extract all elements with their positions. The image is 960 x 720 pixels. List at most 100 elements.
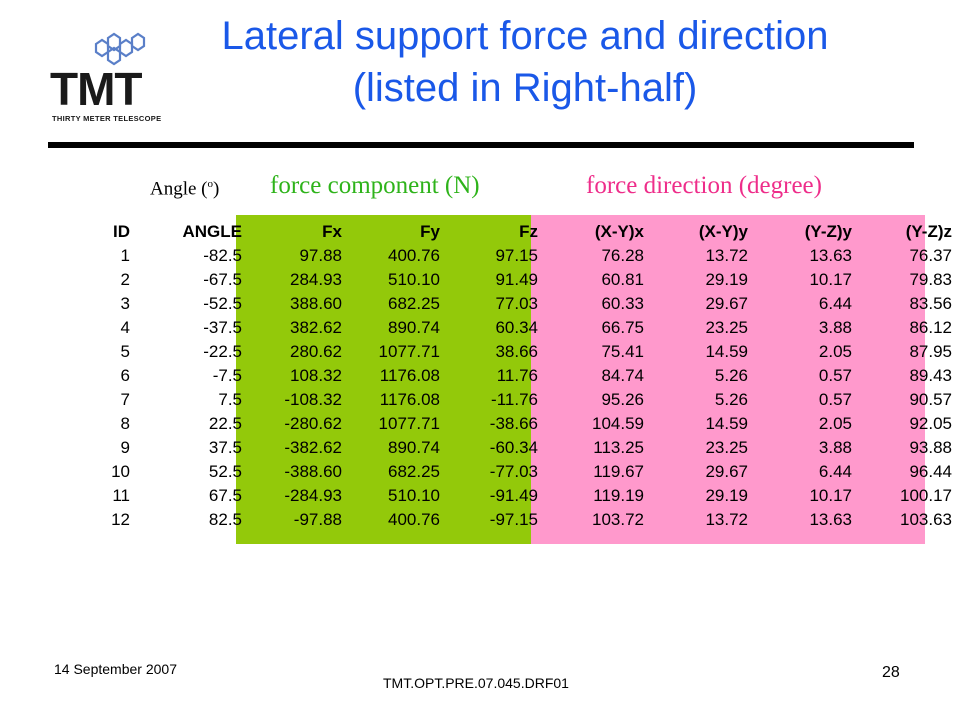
table-cell: 682.25 (388, 462, 440, 481)
table-cell: 11 (112, 486, 130, 505)
table-cell: 1077.71 (378, 414, 440, 433)
table-cell: 1176.08 (379, 390, 440, 409)
table-cell: 89.43 (909, 366, 952, 385)
table-cell: 60.81 (601, 270, 644, 289)
column-header: ID (113, 222, 130, 241)
table-cell: 95.26 (601, 390, 644, 409)
table-cell: 93.88 (909, 438, 952, 457)
table-row: 9 37.5 -382.62 890.74 -60.34 113.25 23.25 3.88 9… (96, 436, 958, 460)
table-cell: 77.03 (495, 294, 538, 313)
table-cell: 6 (120, 366, 130, 385)
table-cell: -77.03 (489, 462, 538, 481)
table-cell: 91.49 (495, 270, 538, 289)
table-cell: 103.72 (592, 510, 644, 529)
table-cell: 1 (120, 246, 130, 265)
table-cell: 2.05 (818, 342, 852, 361)
force-component-header: force component (N) (270, 172, 480, 199)
table-cell: 11.76 (496, 366, 538, 385)
table-cell: 682.25 (388, 294, 440, 313)
table-cell: 9 (120, 438, 130, 457)
column-header: (Y-Z)y (804, 222, 852, 241)
table-cell: 388.60 (290, 294, 342, 313)
table-cell: 29.19 (705, 486, 748, 505)
table-cell: 510.10 (388, 270, 440, 289)
table-cell: 890.74 (388, 318, 440, 337)
table-row: 12 82.5 -97.88 400.76 -97.15 103.72 13.72 13.63… (96, 508, 958, 532)
table-cell: 29.19 (705, 270, 748, 289)
table-row: 7 7.5 -108.32 1176.08 -11.76 95.26 5.26 0.57 90.… (96, 388, 958, 412)
table-cell: -382.62 (284, 438, 342, 457)
column-header: Fz (519, 222, 538, 241)
table-cell: 280.62 (290, 342, 342, 361)
table-cell: 97.88 (299, 246, 342, 265)
table-cell: 5.26 (714, 366, 748, 385)
column-header: (Y-Z)z (905, 222, 952, 241)
footer-date: 14 September 2007 (54, 661, 177, 677)
table-cell: 60.34 (495, 318, 538, 337)
table-cell: 104.59 (592, 414, 644, 433)
page-number: 28 (882, 664, 900, 681)
table-cell: 96.44 (909, 462, 952, 481)
table-cell: -60.34 (489, 438, 538, 457)
table-cell: 75.41 (601, 342, 644, 361)
table-cell: 0.57 (818, 390, 852, 409)
table-cell: 400.76 (388, 510, 440, 529)
table-cell: 119.19 (593, 486, 644, 505)
table-cell: 82.5 (208, 510, 242, 529)
table-cell: 38.66 (495, 342, 538, 361)
table-cell: 29.67 (705, 462, 748, 481)
logo-subtitle: THIRTY METER TELESCOPE (52, 114, 162, 123)
column-header: Fy (420, 222, 440, 241)
table-cell: 3.88 (818, 438, 852, 457)
table-cell: 6.44 (818, 462, 852, 481)
table-cell: 1077.71 (378, 342, 440, 361)
table-cell: 86.12 (909, 318, 952, 337)
table-row: 2 -67.5 284.93 510.10 91.49 60.81 29.19 10.17 79… (96, 268, 958, 292)
table-cell: 10.17 (809, 486, 852, 505)
table-cell: -38.66 (489, 414, 538, 433)
table-cell: 13.63 (809, 510, 852, 529)
table-cell: 90.57 (909, 390, 952, 409)
table-cell: 10.17 (809, 270, 852, 289)
table-cell: 13.63 (809, 246, 852, 265)
table-cell: 10 (111, 462, 130, 481)
table-cell: 8 (120, 414, 130, 433)
table-cell: 510.10 (388, 486, 440, 505)
column-header: Fx (322, 222, 342, 241)
table-cell: 66.75 (601, 318, 644, 337)
table-cell: -11.76 (491, 390, 538, 409)
table-cell: 76.28 (601, 246, 644, 265)
table-cell: 14.59 (705, 342, 748, 361)
table-header-row: ID ANGLE Fx Fy Fz (X-Y)x (X-Y)y (Y-Z)y (Y-Z)z (96, 220, 958, 244)
table-cell: 1176.08 (379, 366, 440, 385)
table-cell: 83.56 (909, 294, 952, 313)
table-cell: 284.93 (290, 270, 342, 289)
slide-title-line2: (listed in Right-half) (352, 66, 698, 110)
table-cell: -388.60 (284, 462, 342, 481)
table-cell: -280.62 (284, 414, 342, 433)
table-cell: 0.57 (818, 366, 852, 385)
column-header: (X-Y)y (698, 222, 748, 241)
table-cell: 67.5 (208, 486, 242, 505)
column-header: (X-Y)x (594, 222, 644, 241)
lateral-support-table: ID ANGLE Fx Fy Fz (X-Y)x (X-Y)y (Y-Z)y (Y-Z)z 1 -… (96, 220, 958, 532)
table-cell: -22.5 (203, 342, 242, 361)
table-cell: 87.95 (909, 342, 952, 361)
table-cell: 13.72 (705, 510, 748, 529)
table-cell: 12 (111, 510, 130, 529)
table-cell: -7.5 (212, 366, 242, 385)
column-header: ANGLE (182, 222, 243, 241)
table-cell: 100.17 (900, 486, 952, 505)
angle-unit: o (207, 178, 214, 190)
logo-wordmark: TMT (50, 63, 143, 115)
table-cell: -52.5 (203, 294, 242, 313)
table-row: 4 -37.5 382.62 890.74 60.34 66.75 23.25 3.88 86.… (96, 316, 958, 340)
title-divider (48, 142, 914, 148)
table-cell: 119.67 (593, 462, 644, 481)
angle-label: Angle ( (150, 178, 208, 200)
table-cell: 3 (120, 294, 130, 313)
table-cell: 113.25 (593, 438, 644, 457)
table-row: 1 -82.5 97.88 400.76 97.15 76.28 13.72 13.63 76.… (96, 244, 958, 268)
table-cell: 7 (120, 390, 130, 409)
table-cell: -284.93 (284, 486, 342, 505)
